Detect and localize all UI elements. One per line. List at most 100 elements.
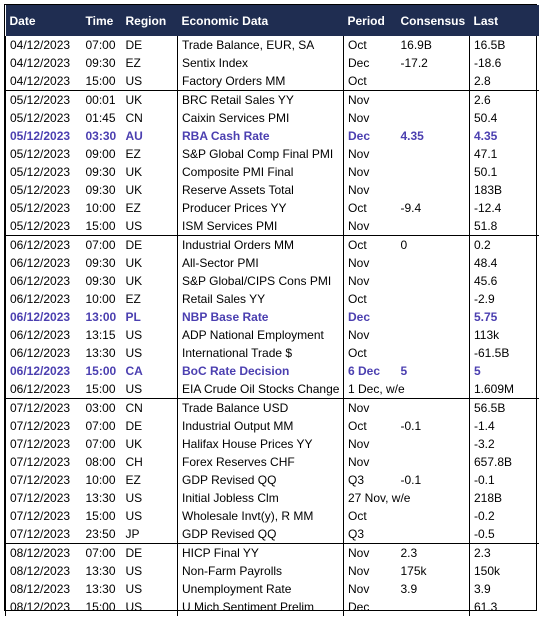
period-cell: Nov xyxy=(343,163,397,181)
region-cell: DE xyxy=(125,38,143,52)
consensus-cell: 16.9B xyxy=(400,38,432,52)
economic-data-cell: S&P Global Comp Final PMI xyxy=(177,145,344,163)
consensus-cell xyxy=(397,507,470,525)
table-body: 04/12/2023 07:00 DE Trade Balance, EUR, SA O… xyxy=(5,36,539,616)
period-cell: Nov xyxy=(343,90,397,109)
region-cell: EZ xyxy=(125,201,141,215)
table-row: 06/12/2023 13:15 US ADP National Employment… xyxy=(5,326,539,344)
region-cell: US xyxy=(125,491,143,505)
economic-data-cell: Unemployment Rate xyxy=(177,580,344,598)
consensus-cell: -0.1 xyxy=(400,473,422,487)
time-cell: 07:00 xyxy=(85,437,116,451)
table-row: 06/12/2023 07:00 DE Industrial Orders MM Oct… xyxy=(5,235,539,254)
table-row: 05/12/2023 09:00 EZ S&P Global Comp Final P… xyxy=(5,145,539,163)
economic-data-cell: Initial Jobless Clm xyxy=(177,489,344,507)
time-cell: 10:00 xyxy=(85,473,116,487)
period-cell: Oct xyxy=(343,72,397,91)
last-cell: 5 xyxy=(469,362,539,380)
consensus-cell: 0 xyxy=(396,235,470,254)
economic-data-cell: International Trade $ xyxy=(177,344,344,362)
time-cell: 13:30 xyxy=(85,582,116,596)
consensus-cell xyxy=(397,217,470,236)
date-cell: 06/12/2023 xyxy=(5,254,82,272)
header-period: Period xyxy=(343,5,397,36)
period-cell: Nov xyxy=(343,109,397,127)
time-cell: 15:00 xyxy=(85,74,116,88)
last-cell: 50.4 xyxy=(469,109,539,127)
region-cell: US xyxy=(125,328,143,342)
economic-data-cell: GDP Revised QQ xyxy=(177,525,344,544)
period-cell: Nov xyxy=(343,145,397,163)
consensus-cell xyxy=(397,181,470,199)
date-cell: 07/12/2023 xyxy=(5,435,82,453)
period-cell: Nov xyxy=(343,562,397,580)
time-cell: 15:00 xyxy=(85,509,116,523)
economic-data-cell: ISM Services PMI xyxy=(177,217,344,236)
economic-data-cell: U Mich Sentiment Prelim xyxy=(177,598,344,616)
region-cell: UK xyxy=(121,90,178,109)
time-cell: 15:00 xyxy=(85,219,116,233)
table-row: 07/12/2023 13:30 US Initial Jobless Clm 27 N… xyxy=(5,489,539,507)
consensus-cell: -17.2 xyxy=(400,56,428,70)
region-cell: US xyxy=(125,509,143,523)
period-cell: 27 Nov, w/e xyxy=(343,489,410,507)
period-cell: Nov xyxy=(343,272,397,290)
consensus-cell xyxy=(397,109,470,127)
consensus-cell: -9.4 xyxy=(400,201,422,215)
last-cell: 48.4 xyxy=(469,254,539,272)
table-row: 05/12/2023 01:45 CN Caixin Services PMI Nov 5… xyxy=(5,109,539,127)
date-cell: 06/12/2023 xyxy=(5,235,82,254)
consensus-cell: 5 xyxy=(400,364,408,378)
period-cell: 1 Dec, w/e xyxy=(343,380,405,399)
date-cell: 08/12/2023 xyxy=(5,598,82,616)
economic-data-cell: GDP Revised QQ xyxy=(177,471,344,489)
economic-calendar: Date Time Region Economic Data Period Co… xyxy=(4,4,539,616)
period-cell: Nov xyxy=(343,326,397,344)
date-cell: 04/12/2023 xyxy=(5,72,82,91)
economic-data-cell: BoC Rate Decision xyxy=(177,362,344,380)
last-cell: 657.8B xyxy=(469,453,539,471)
consensus-cell: 2.3 xyxy=(396,543,470,562)
economic-data-cell: Industrial Orders MM xyxy=(177,235,344,254)
time-cell: 09:30 xyxy=(85,165,116,179)
date-cell: 05/12/2023 xyxy=(5,127,82,145)
table-row: 06/12/2023 10:00 EZ Retail Sales YY Oct -2.9 xyxy=(5,290,539,308)
consensus-cell xyxy=(396,398,470,417)
date-cell: 06/12/2023 xyxy=(5,344,82,362)
time-cell: 13:15 xyxy=(85,328,116,342)
last-cell: 45.6 xyxy=(469,272,539,290)
period-cell: Dec xyxy=(343,308,397,326)
period-cell: Nov xyxy=(343,580,397,598)
table-row: 07/12/2023 07:00 UK Halifax House Prices YY… xyxy=(5,435,539,453)
region-cell: AU xyxy=(125,129,143,143)
region-cell: UK xyxy=(125,274,143,288)
time-cell: 15:00 xyxy=(85,382,116,396)
economic-data-cell: Industrial Output MM xyxy=(177,417,344,435)
time-cell: 07:00 xyxy=(81,235,122,254)
consensus-cell xyxy=(397,72,470,91)
consensus-cell xyxy=(397,525,470,544)
last-cell: 183B xyxy=(469,181,539,199)
economic-data-cell: ADP National Employment xyxy=(177,326,344,344)
date-cell: 07/12/2023 xyxy=(5,398,82,417)
economic-data-cell: Reserve Assets Total xyxy=(177,181,344,199)
table-row: 06/12/2023 13:00 PL NBP Base Rate Dec 5.75 xyxy=(5,308,539,326)
time-cell: 13:00 xyxy=(85,310,117,324)
table-row: 08/12/2023 13:30 US Non-Farm Payrolls Nov 175… xyxy=(5,562,539,580)
economic-calendar-table: Date Time Region Economic Data Period Co… xyxy=(5,5,539,616)
economic-data-cell: EIA Crude Oil Stocks Change xyxy=(177,380,344,399)
last-cell: -0.2 xyxy=(469,507,539,525)
table-row: 06/12/2023 13:30 US International Trade $ Oc… xyxy=(5,344,539,362)
period-cell: Dec xyxy=(343,127,397,145)
date-cell: 08/12/2023 xyxy=(5,562,82,580)
region-cell: DE xyxy=(121,543,178,562)
economic-data-cell: BRC Retail Sales YY xyxy=(177,90,344,109)
economic-data-cell: Producer Prices YY xyxy=(177,199,344,217)
last-cell: 3.9 xyxy=(469,580,539,598)
consensus-cell xyxy=(397,308,470,326)
time-cell: 09:30 xyxy=(85,274,116,288)
last-cell: 113k xyxy=(469,326,539,344)
last-cell: 1.609M xyxy=(469,380,539,399)
last-cell: 2.8 xyxy=(469,72,539,91)
date-cell: 07/12/2023 xyxy=(5,489,82,507)
